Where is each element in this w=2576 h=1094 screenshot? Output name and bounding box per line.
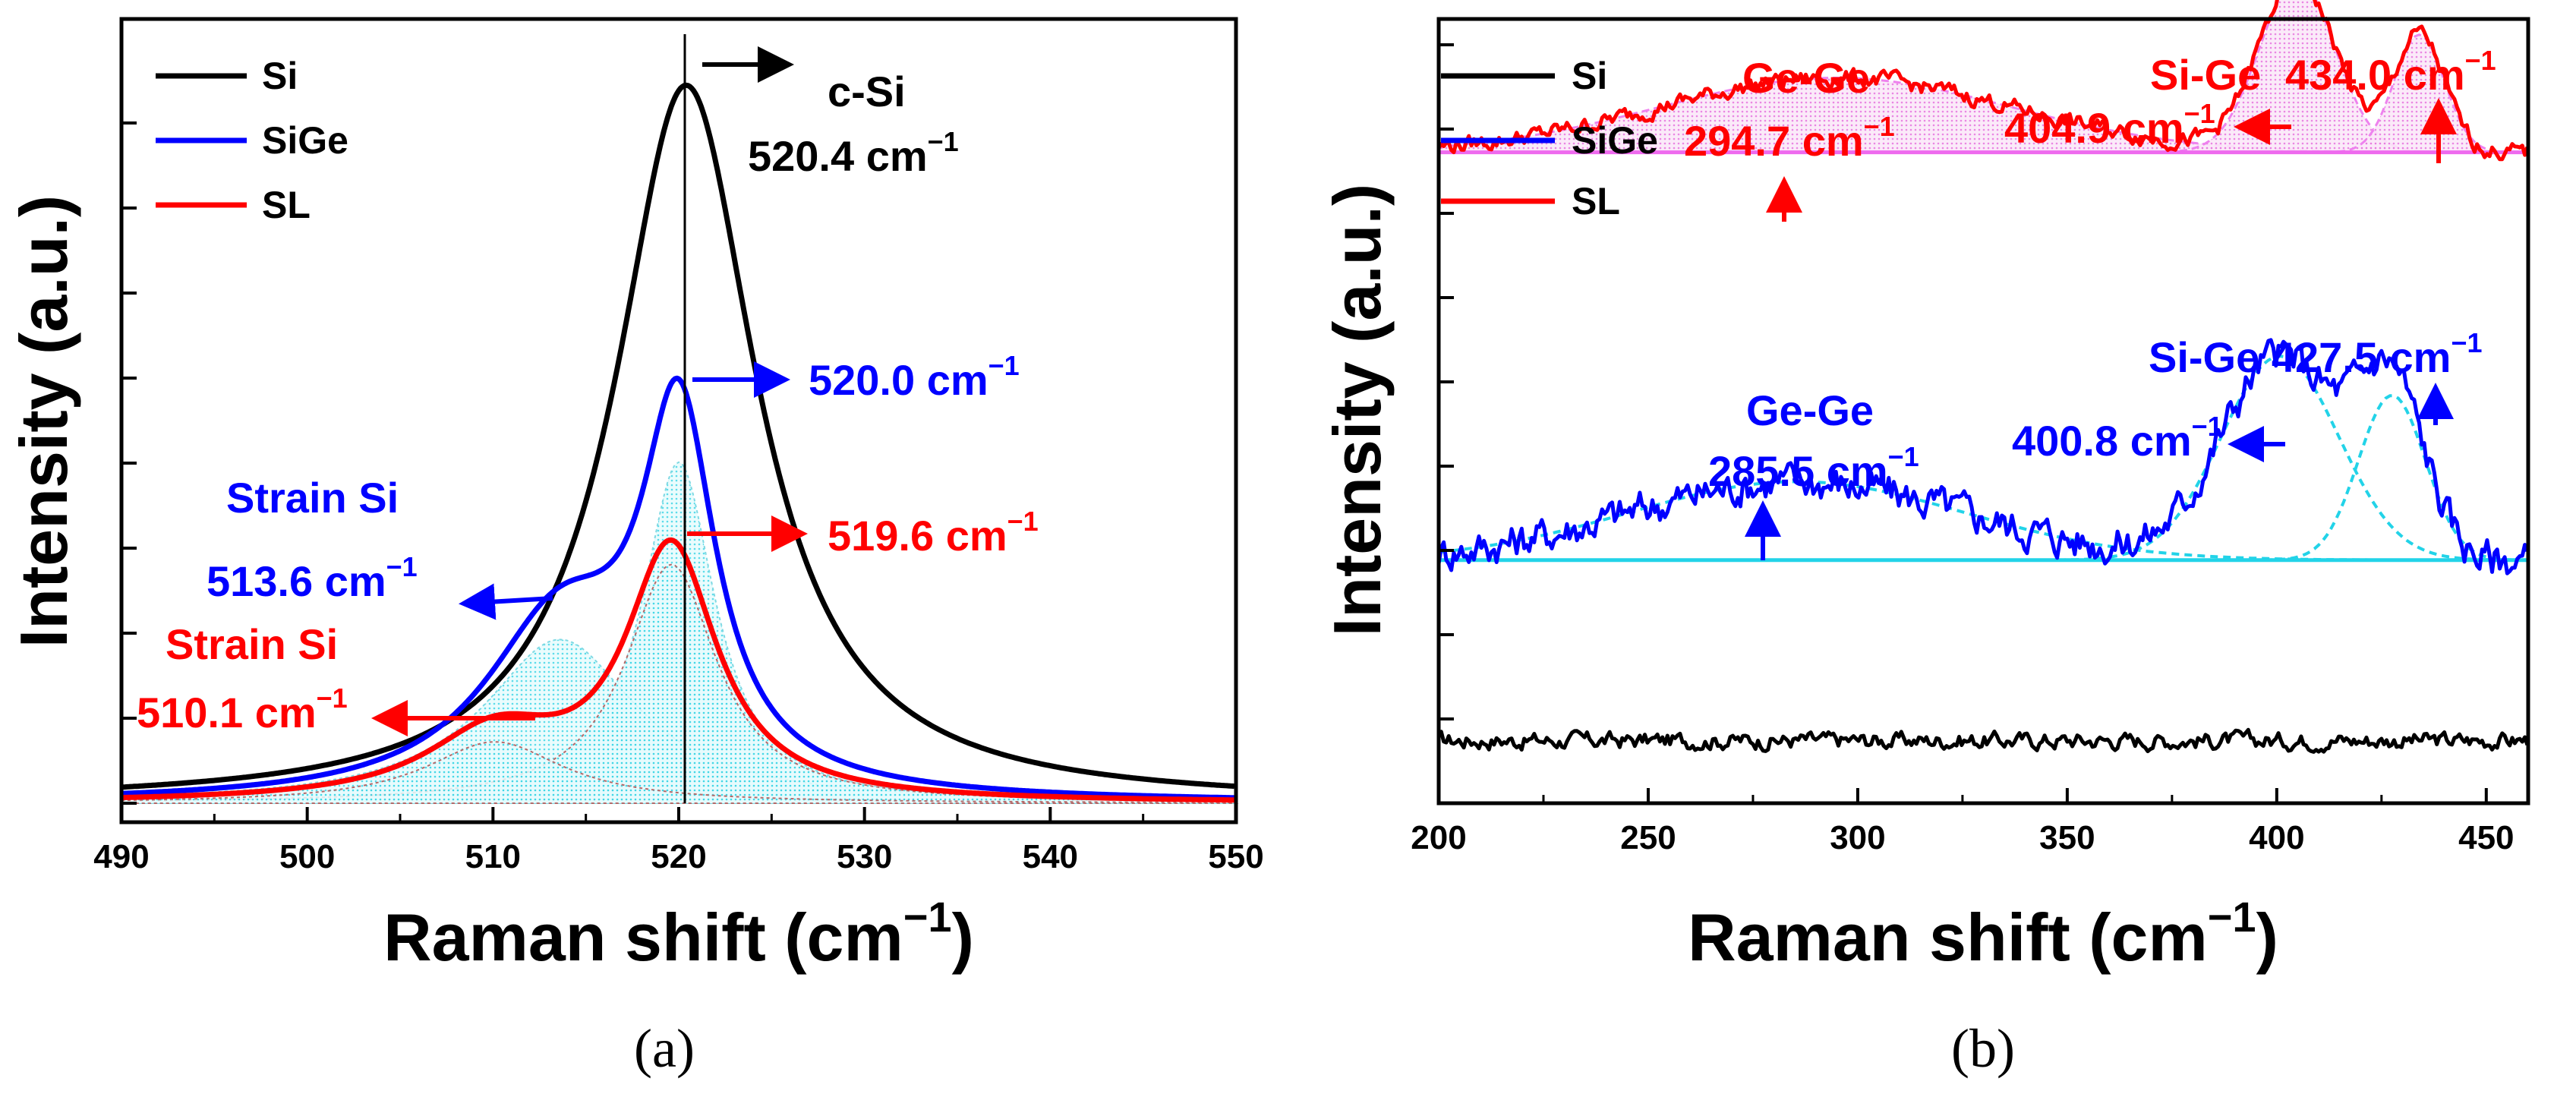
annotation-si-ge-red: Si-Ge	[2150, 51, 2261, 99]
panel-b-legend: Si SiGe SL	[1441, 55, 1658, 222]
annotation-ge-ge-blue: Ge-Ge	[1746, 386, 1874, 434]
x-tick-label: 510	[465, 838, 521, 875]
series-line-sige-b	[1436, 338, 2530, 575]
panel-b-label: (b)	[1951, 1018, 2015, 1079]
series-line-si-b	[1436, 727, 2530, 754]
annotation-510-1: 510.1 cm−1	[137, 683, 348, 736]
panel-b-chart: 200 250 300 350 400 450 Si SiGe SL Ge-Ge 294.…	[1320, 0, 2530, 1079]
panel-a-legend: Si SiGe SL	[156, 55, 348, 226]
panel-a-series	[120, 82, 1235, 803]
panel-b-series	[1436, 0, 2530, 754]
panel-b-fit-fill	[1439, 34, 2528, 153]
legend-label-sige: SiGe	[262, 119, 348, 162]
x-tick-label: 550	[1208, 838, 1263, 875]
annotation-c-si: c-Si	[828, 68, 906, 115]
panel-a-y-ticks	[121, 121, 137, 805]
legend-label-si: Si	[262, 55, 298, 97]
panel-a-fit-peak	[121, 563, 1239, 804]
panel-a-chart: 490 500 510 520 530 540 550 Si SiGe SL c-Si 52…	[6, 17, 1264, 1079]
annotation-294-7: 294.7 cm−1	[1684, 111, 1895, 165]
series-line-si	[120, 82, 1235, 790]
panel-b-x-axis-title: Raman shift (cm−1)	[1688, 893, 2278, 975]
x-tick-label: 500	[279, 838, 335, 875]
x-tick-label: 400	[2249, 819, 2304, 856]
legend-label-sige-b: SiGe	[1572, 119, 1658, 162]
annotation-404-9: 404.9 cm−1	[2004, 98, 2215, 152]
panel-b-x-ticks: 200 250 300 350 400 450	[1411, 788, 2515, 856]
x-tick-label: 490	[93, 838, 149, 875]
legend-label-si-b: Si	[1572, 55, 1607, 97]
annotation-ge-ge-red: Ge-Ge	[1742, 54, 1870, 102]
x-tick-label: 530	[837, 838, 892, 875]
legend-label-sl: SL	[262, 184, 311, 226]
annotation-strain-si-blue: Strain Si	[226, 474, 399, 522]
series-line-sige	[120, 375, 1235, 801]
annotation-434-0: 434.0 cm−1	[2285, 45, 2496, 99]
x-tick-label: 540	[1023, 838, 1078, 875]
annotation-520-4: 520.4 cm−1	[748, 126, 959, 180]
annotation-520-0: 520.0 cm−1	[809, 350, 1020, 404]
panel-a-fit-peak	[121, 741, 1237, 804]
x-tick-label: 520	[651, 838, 706, 875]
x-tick-label: 350	[2039, 819, 2095, 856]
panel-a-label: (a)	[634, 1018, 695, 1079]
panel-b-y-axis-title: Intensity (a.u.)	[1320, 184, 1395, 637]
panel-b-fit-peak-sige	[1439, 394, 2528, 562]
annotation-strain-si-red: Strain Si	[166, 620, 338, 668]
panel-a-x-ticks: 490 500 510 520 530 540 550	[93, 807, 1264, 875]
annotation-arrow-513-6	[459, 583, 553, 620]
panel-a-x-axis-title: Raman shift (cm−1)	[383, 893, 974, 975]
series-line-sl-b	[1436, 0, 2530, 162]
x-tick-label: 300	[1830, 819, 1885, 856]
legend-label-sl-b: SL	[1572, 180, 1620, 222]
annotation-400-8: 400.8 cm−1	[2012, 411, 2223, 465]
panel-b-frame	[1436, 17, 2530, 806]
x-tick-label: 250	[1620, 819, 1676, 856]
annotation-513-6: 513.6 cm−1	[207, 551, 418, 605]
annotation-285-5: 285.5 cm−1	[1708, 441, 1919, 495]
annotation-si-ge-427-5: Si-Ge 427.5 cm−1	[2149, 327, 2483, 381]
x-tick-label: 200	[1411, 819, 1466, 856]
annotation-519-6: 519.6 cm−1	[828, 506, 1039, 560]
panel-b-y-ticks	[1439, 43, 1454, 720]
series-line-sl	[120, 537, 1235, 803]
x-tick-label: 450	[2458, 819, 2514, 856]
panel-a-y-axis-title: Intensity (a.u.)	[6, 195, 81, 648]
